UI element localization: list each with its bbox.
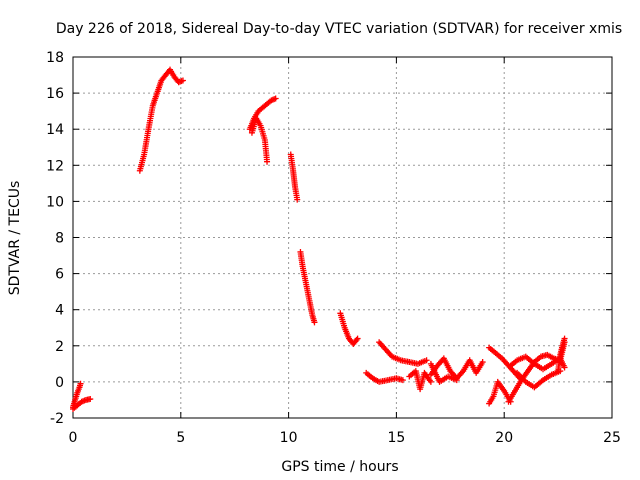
y-tick-label: 10: [46, 194, 64, 210]
y-tick-label: 0: [55, 375, 64, 391]
data-point: [179, 77, 186, 84]
data-point: [399, 377, 406, 384]
x-tick-label: 25: [603, 430, 621, 446]
x-tick-label: 20: [495, 430, 513, 446]
y-tick-label: 6: [55, 267, 64, 283]
x-tick-label: 15: [387, 430, 405, 446]
x-tick-label: 10: [280, 430, 298, 446]
y-tick-label: 16: [46, 86, 64, 102]
data-point: [264, 158, 271, 165]
data-point: [453, 377, 460, 384]
y-tick-label: 14: [46, 122, 64, 138]
data-point: [87, 396, 94, 403]
data-point: [294, 196, 301, 203]
y-tick-label: 12: [46, 158, 64, 174]
data-point: [561, 364, 568, 371]
x-tick-label: 5: [176, 430, 185, 446]
data-points: [70, 66, 568, 412]
data-point: [354, 335, 361, 342]
y-tick-label: 4: [55, 303, 64, 319]
y-tick-label: 8: [55, 231, 64, 247]
y-tick-label: -2: [50, 411, 64, 427]
y-tick-label: 18: [46, 50, 64, 66]
data-point: [427, 378, 434, 385]
data-point: [423, 357, 430, 364]
data-point: [77, 380, 84, 387]
chart-title: Day 226 of 2018, Sidereal Day-to-day VTE…: [56, 21, 622, 37]
data-point: [479, 359, 486, 366]
data-point: [311, 319, 318, 326]
data-point: [561, 335, 568, 342]
y-axis-title: SDTVAR / TECUs: [7, 181, 23, 296]
x-tick-label: 0: [69, 430, 78, 446]
x-tick-labels: 0 5 10 15 20 25: [69, 430, 621, 446]
axis-ticks: [72, 56, 613, 419]
x-axis-title: GPS time / hours: [281, 459, 398, 475]
y-tick-label: 2: [55, 339, 64, 355]
y-tick-labels: -2 0 2 4 6 8 10 12 14 16 18: [46, 50, 64, 427]
data-point: [272, 95, 279, 102]
